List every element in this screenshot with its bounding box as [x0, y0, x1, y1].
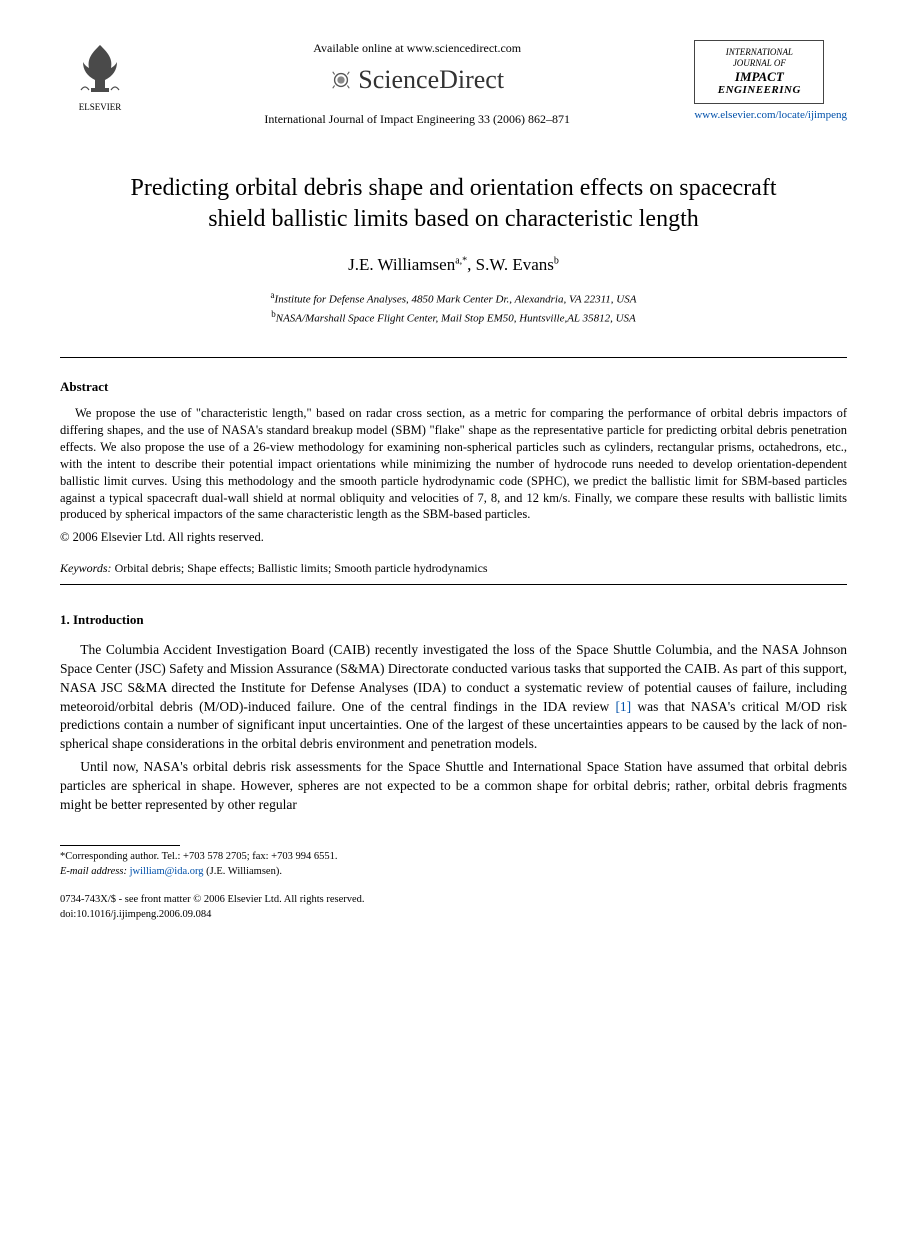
keywords: Keywords: Orbital debris; Shape effects;… — [60, 560, 847, 576]
corresponding-author-footnote: *Corresponding author. Tel.: +703 578 27… — [60, 850, 847, 879]
divider-top — [60, 357, 847, 358]
email-label: E-mail address: — [60, 866, 127, 877]
affiliation-a: aInstitute for Defense Analyses, 4850 Ma… — [60, 289, 847, 308]
elsevier-tree-icon — [75, 40, 125, 96]
email-who: (J.E. Williamsen). — [204, 866, 282, 877]
front-matter-line1: 0734-743X/$ - see front matter © 2006 El… — [60, 893, 847, 908]
sciencedirect-icon — [330, 69, 352, 91]
section-1-p2: Until now, NASA's orbital debris risk as… — [60, 758, 847, 815]
publisher-name: ELSEVIER — [60, 101, 140, 113]
header-row: ELSEVIER Available online at www.science… — [60, 40, 847, 153]
journal-title-box: INTERNATIONAL JOURNAL OF IMPACT ENGINEER… — [694, 40, 824, 104]
ref-1-link[interactable]: [1] — [615, 699, 631, 714]
sciencedirect-text: ScienceDirect — [358, 62, 504, 97]
abstract-copyright: © 2006 Elsevier Ltd. All rights reserved… — [60, 529, 847, 546]
available-online-text: Available online at www.sciencedirect.co… — [160, 40, 674, 56]
corr-author-line: *Corresponding author. Tel.: +703 578 27… — [60, 850, 847, 865]
journal-block-wrap: INTERNATIONAL JOURNAL OF IMPACT ENGINEER… — [694, 40, 847, 153]
header-center: Available online at www.sciencedirect.co… — [140, 40, 694, 127]
journal-line3: IMPACT — [699, 69, 819, 85]
section-1-p1: The Columbia Accident Investigation Boar… — [60, 641, 847, 754]
sciencedirect-logo: ScienceDirect — [160, 62, 674, 97]
author-2-affil: b — [554, 255, 559, 266]
email-line: E-mail address: jwilliam@ida.org (J.E. W… — [60, 865, 847, 880]
abstract-text: We propose the use of "characteristic le… — [60, 405, 847, 523]
citation-line: International Journal of Impact Engineer… — [160, 111, 674, 127]
abstract-heading: Abstract — [60, 378, 847, 396]
journal-line1: INTERNATIONAL — [699, 47, 819, 58]
affiliations: aInstitute for Defense Analyses, 4850 Ma… — [60, 289, 847, 327]
divider-bottom — [60, 584, 847, 585]
journal-line4: ENGINEERING — [699, 84, 819, 97]
authors: J.E. Williamsena,*, S.W. Evansb — [60, 254, 847, 277]
keywords-label: Keywords: — [60, 561, 112, 575]
front-matter-info: 0734-743X/$ - see front matter © 2006 El… — [60, 893, 847, 922]
footnote-separator — [60, 845, 180, 846]
doi-line: doi:10.1016/j.ijimpeng.2006.09.084 — [60, 908, 847, 923]
affiliation-b-text: NASA/Marshall Space Flight Center, Mail … — [276, 312, 636, 324]
affiliation-b: bNASA/Marshall Space Flight Center, Mail… — [60, 308, 847, 327]
article-title: Predicting orbital debris shape and orie… — [100, 173, 807, 235]
elsevier-logo: ELSEVIER — [60, 40, 140, 113]
journal-url[interactable]: www.elsevier.com/locate/ijimpeng — [694, 108, 847, 123]
affiliation-a-text: Institute for Defense Analyses, 4850 Mar… — [275, 293, 637, 305]
author-1: J.E. Williamsen — [348, 255, 455, 274]
section-1-heading: 1. Introduction — [60, 611, 847, 629]
keywords-text: Orbital debris; Shape effects; Ballistic… — [112, 561, 488, 575]
author-sep: , — [467, 255, 476, 274]
author-2: S.W. Evans — [476, 255, 554, 274]
journal-line2: JOURNAL OF — [699, 58, 819, 69]
email-address[interactable]: jwilliam@ida.org — [130, 866, 204, 877]
